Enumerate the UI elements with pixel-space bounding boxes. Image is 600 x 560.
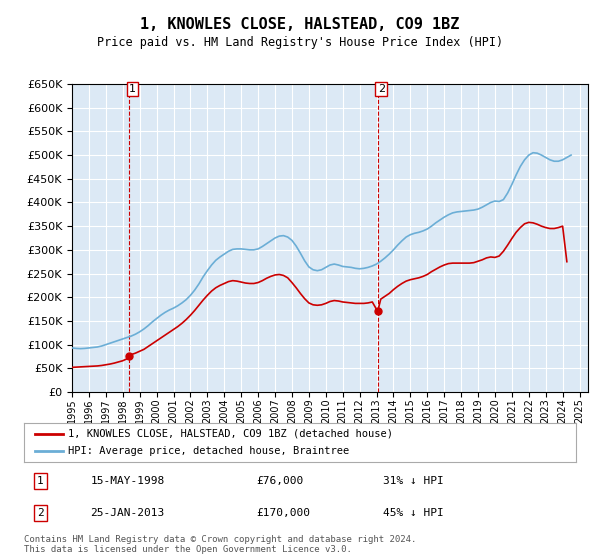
- Text: 31% ↓ HPI: 31% ↓ HPI: [383, 476, 443, 486]
- Text: 15-MAY-1998: 15-MAY-1998: [90, 476, 164, 486]
- Text: 45% ↓ HPI: 45% ↓ HPI: [383, 508, 443, 518]
- Text: 2: 2: [37, 508, 44, 518]
- Text: 1: 1: [37, 476, 44, 486]
- Text: 25-JAN-2013: 25-JAN-2013: [90, 508, 164, 518]
- Text: 2: 2: [378, 84, 385, 94]
- Text: HPI: Average price, detached house, Braintree: HPI: Average price, detached house, Brai…: [68, 446, 349, 456]
- Text: 1, KNOWLES CLOSE, HALSTEAD, CO9 1BZ: 1, KNOWLES CLOSE, HALSTEAD, CO9 1BZ: [140, 17, 460, 32]
- Text: Contains HM Land Registry data © Crown copyright and database right 2024.
This d: Contains HM Land Registry data © Crown c…: [24, 535, 416, 554]
- Text: 1: 1: [129, 84, 136, 94]
- Text: £170,000: £170,000: [256, 508, 310, 518]
- Text: £76,000: £76,000: [256, 476, 303, 486]
- Text: Price paid vs. HM Land Registry's House Price Index (HPI): Price paid vs. HM Land Registry's House …: [97, 36, 503, 49]
- Text: 1, KNOWLES CLOSE, HALSTEAD, CO9 1BZ (detached house): 1, KNOWLES CLOSE, HALSTEAD, CO9 1BZ (det…: [68, 429, 393, 439]
